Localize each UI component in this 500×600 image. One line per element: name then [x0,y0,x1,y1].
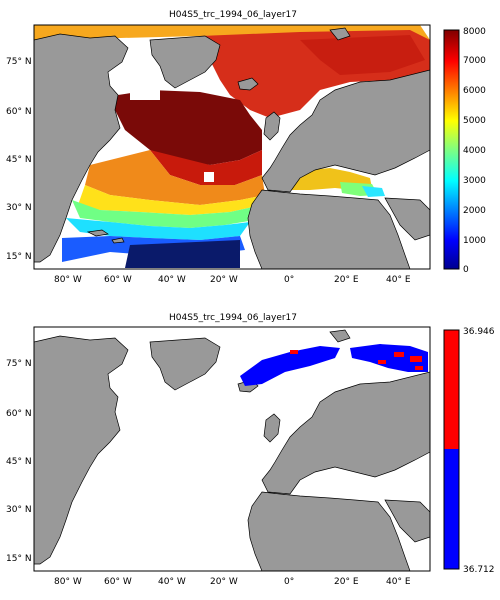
map-border [33,326,431,572]
lon-label: 40° W [158,275,186,285]
lat-label: 60° N [6,409,32,419]
map-top: 75° N 60° N 45° N 30° N 15° N 80° W 60° … [6,24,486,285]
lat-label: 30° N [6,203,32,213]
lon-label: 20° W [210,577,238,587]
lat-label: 15° N [6,252,32,262]
lat-label: 30° N [6,505,32,515]
lon-label: 40° W [158,577,186,587]
tracer-patches [240,344,428,386]
lat-axis: 75° N 60° N 45° N 30° N 15° N [6,57,32,262]
colorbar-bottom-blue [444,449,459,569]
colorbar-ticks-top: 8000 7000 6000 5000 4000 3000 2000 1000 … [463,27,486,275]
lon-label: 80° W [54,577,82,587]
colorbar-tick: 36.712 [463,565,495,575]
lon-label: 60° W [104,275,132,285]
colorbar-top [443,29,460,270]
lon-axis: 80° W 60° W 40° W 20° W 0° 20° E 40° E [54,577,411,587]
colorbar-tick: 36.946 [463,327,495,337]
land-masses [34,329,430,571]
lat-label: 45° N [6,457,32,467]
map-frame [34,327,430,571]
lat-label: 60° N [6,107,32,117]
lon-label: 20° E [334,275,359,285]
lon-label: 20° E [334,577,359,587]
map-title-bottom: H04S5_trc_1994_06_layer17 [168,313,298,323]
colorbar-tick: 4000 [463,146,486,156]
colorbar-tick: 0 [463,265,469,275]
colorbar-tick: 3000 [463,176,486,186]
colorbar-tick: 6000 [463,86,486,96]
lat-label: 75° N [6,359,32,369]
lon-label: 60° W [104,577,132,587]
colorbar-tick: 8000 [463,27,486,37]
land-masses [34,27,430,269]
colorbar-tick: 1000 [463,236,486,246]
lon-label: 0° [284,577,294,587]
colorbar-bottom-red [444,330,459,449]
lat-label: 75° N [6,57,32,67]
colorbar-tick: 5000 [463,116,486,126]
tracer-field [34,25,430,268]
lon-label: 0° [284,275,294,285]
lat-label: 45° N [6,155,32,165]
lon-label: 80° W [54,275,82,285]
lon-label: 40° E [386,577,411,587]
map-border [33,24,431,270]
colorbar-ticks-bottom: 36.946 36.712 [463,327,495,575]
map-title-top: H04S5_trc_1994_06_layer17 [168,10,298,20]
lon-axis: 80° W 60° W 40° W 20° W 0° 20° E 40° E [54,275,411,285]
lat-axis: 75° N 60° N 45° N 30° N 15° N [6,359,32,564]
lon-label: 40° E [386,275,411,285]
lon-label: 20° W [210,275,238,285]
colorbar-bottom [443,329,460,570]
lat-label: 15° N [6,554,32,564]
colorbar-tick: 2000 [463,206,486,216]
colorbar-tick: 7000 [463,56,486,66]
